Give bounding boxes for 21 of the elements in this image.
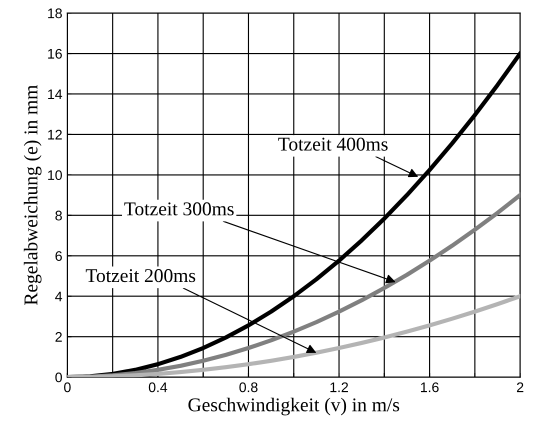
y-tick-label: 12 [48,130,62,140]
x-tick-label: 1.2 [330,382,348,392]
x-tick-label: 1.6 [420,382,439,392]
y-tick-label: 2 [55,332,62,342]
x-tick-label: 2 [516,382,524,392]
y-tick-label: 0 [55,372,62,382]
annotation: Totzeit 300ms [124,202,234,216]
x-tick-label: 0.8 [239,382,258,392]
y-tick-label: 14 [48,89,62,100]
y-tick-label: 10 [48,170,62,180]
y-tick-label: 4 [55,292,62,302]
annotation: Totzeit 200ms [86,269,196,282]
y-tick-label: 18 [48,8,62,18]
y-axis-title: Regelabweichung (e) in mm [24,84,42,305]
y-tick-label: 6 [55,251,62,261]
y-tick-label: 8 [55,210,62,221]
y-tick-label: 16 [48,48,62,59]
x-tick-label: 0.4 [148,382,168,392]
annotation: Totzeit 400ms [278,138,388,151]
x-axis-title: Geschwindigkeit (v) in m/s [188,398,400,416]
x-tick-label: 0 [64,382,71,392]
